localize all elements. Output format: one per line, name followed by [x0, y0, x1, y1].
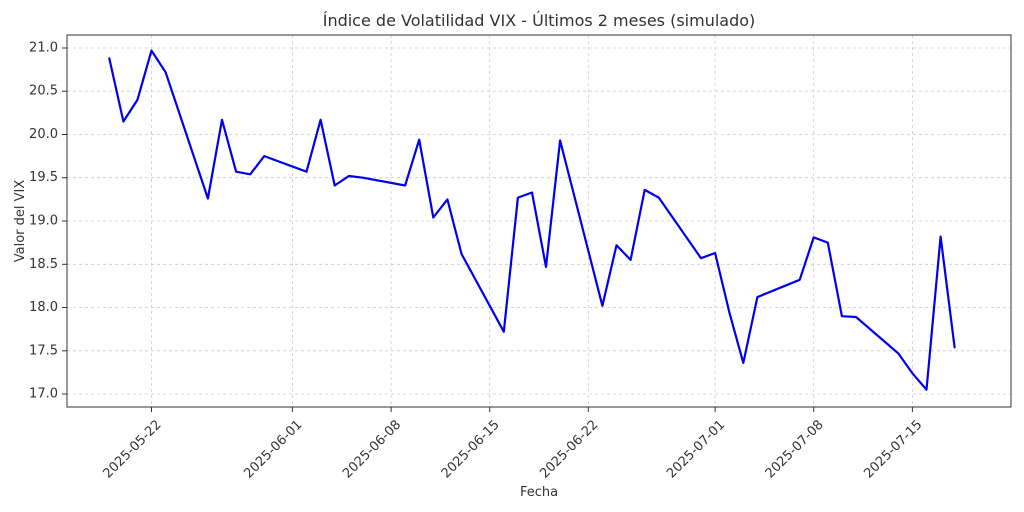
x-tick-label: 2025-06-08	[340, 417, 404, 481]
vix-data-point	[630, 259, 632, 261]
vix-data-point	[841, 315, 843, 317]
vix-data-point	[165, 71, 167, 73]
vix-data-point	[108, 57, 110, 60]
vix-data-point	[517, 197, 519, 199]
vix-data-point	[432, 216, 434, 219]
vix-data-point	[813, 236, 815, 238]
vix-data-point	[305, 171, 308, 173]
vix-data-point	[207, 197, 209, 200]
vix-data-point	[742, 362, 744, 364]
vix-data-point	[601, 305, 604, 307]
vix-data-point	[925, 389, 928, 391]
x-tick-label: 2025-07-15	[861, 417, 925, 481]
vix-data-point	[460, 253, 463, 255]
vix-data-point	[658, 197, 660, 199]
vix-data-point	[348, 175, 350, 177]
y-axis-label: Valor del VIX	[13, 180, 28, 263]
y-tick-label: 18.0	[29, 300, 58, 315]
vix-data-point	[756, 296, 759, 298]
y-axis-ticks: 17.0 17.5 18.0 18.5 19.0 19.5 20.0 20.5 21.0	[29, 41, 67, 402]
x-tick-label: 2025-05-22	[101, 417, 165, 481]
vix-data-point	[221, 119, 223, 121]
vix-data-point	[503, 331, 505, 333]
x-axis-label: Fecha	[520, 485, 558, 500]
vix-data-point	[136, 99, 138, 101]
y-tick-label: 21.0	[29, 41, 58, 56]
y-tick-label: 19.0	[29, 214, 58, 229]
grid-lines	[67, 35, 1011, 407]
x-axis-ticks: 2025-05-22 2025-06-01 2025-06-08 2025-06-15…	[101, 407, 925, 481]
vix-data-point	[644, 189, 646, 191]
vix-data-point	[897, 352, 899, 354]
series-layer	[108, 49, 956, 391]
vix-data-point	[362, 177, 364, 179]
vix-data-point	[263, 155, 265, 157]
vix-data-point	[150, 50, 153, 52]
y-tick-label: 18.5	[29, 257, 58, 272]
vix-data-point	[911, 372, 914, 374]
y-tick-label: 17.0	[29, 387, 58, 402]
vix-data-point	[728, 311, 730, 313]
vix-series-line	[108, 49, 956, 391]
vix-data-point	[954, 346, 956, 348]
vix-data-point	[700, 257, 702, 259]
plot-frame	[66, 34, 1012, 408]
vix-data-point	[531, 191, 533, 194]
vix-data-point	[940, 236, 942, 238]
x-tick-label: 2025-06-15	[439, 417, 503, 481]
x-tick-label: 2025-06-22	[537, 417, 601, 481]
vix-data-point	[559, 139, 561, 142]
vix-data-point	[714, 252, 716, 254]
vix-data-point	[404, 184, 406, 187]
vix-data-point	[122, 120, 124, 123]
vix-data-point	[827, 242, 829, 244]
x-tick-label: 2025-07-08	[763, 417, 827, 481]
vix-data-point	[320, 119, 322, 121]
vix-data-point	[334, 184, 336, 187]
y-tick-label: 20.0	[29, 127, 58, 142]
x-tick-label: 2025-06-01	[241, 417, 305, 481]
y-tick-label: 19.5	[29, 170, 58, 185]
y-tick-label: 20.5	[29, 84, 58, 99]
vix-data-point	[545, 266, 547, 268]
vix-data-point	[615, 244, 618, 246]
vix-data-point	[855, 316, 857, 318]
vix-data-point	[235, 171, 237, 173]
vix-data-point	[249, 173, 251, 175]
vix-data-point	[446, 198, 448, 200]
y-tick-label: 17.5	[29, 343, 58, 358]
vix-data-point	[799, 279, 801, 281]
vix-data-point	[418, 139, 420, 141]
chart-title: Índice de Volatilidad VIX - Últimos 2 me…	[323, 11, 756, 30]
x-tick-label: 2025-07-01	[664, 417, 728, 481]
